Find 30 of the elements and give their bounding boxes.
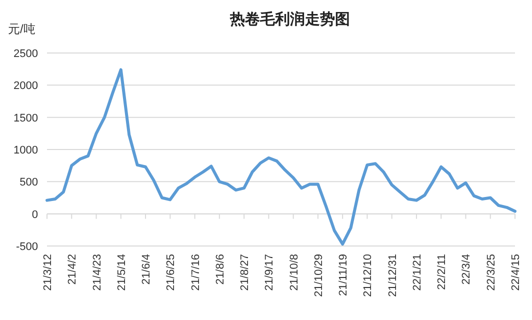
y-tick-label: 0 [32,208,38,221]
x-tick-label: 21/4/2 [66,254,79,285]
x-tick-label: 21/11/19 [338,254,350,296]
y-tick-label: 2000 [14,80,38,92]
x-tick-label: 21/8/27 [239,254,252,291]
x-tick-label: 22/3/4 [460,254,473,285]
x-tick-label: 21/8/6 [214,254,226,285]
chart-title: 热卷毛利润走势图 [229,10,350,28]
x-tick-label: 21/3/12 [42,254,54,291]
y-tick-label: 2500 [14,48,38,60]
x-tick-label: 21/5/14 [116,254,128,291]
y-tick-label: -500 [16,241,38,253]
y-tick-label: 1000 [14,144,38,156]
x-tick-label: 22/1/21 [411,254,424,291]
x-tick-label: 22/4/15 [510,254,522,291]
x-tick-label: 22/3/25 [485,254,498,291]
x-tick-label: 21/7/16 [190,254,202,291]
x-tick-label: 21/10/29 [312,254,325,297]
x-tick-label: 21/10/8 [288,254,300,291]
line-series [46,68,516,246]
y-tick-label: 500 [20,176,38,189]
y-axis-title: 元/吨 [8,22,36,36]
x-tick-label: 21/12/10 [362,254,374,297]
y-tick-label: 1500 [14,112,38,124]
x-tick-label: 22/2/11 [436,254,448,290]
x-tick-label: 21/12/31 [386,254,399,297]
x-tick-label: 21/6/25 [165,254,178,291]
x-tick-label: 21/4/23 [91,254,104,291]
x-tick-label: 21/6/4 [140,254,153,285]
x-tick-label: 21/9/17 [264,254,276,291]
